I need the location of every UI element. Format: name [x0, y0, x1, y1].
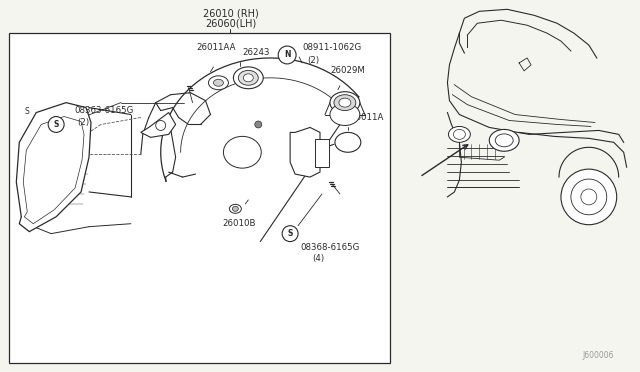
Text: 08363-6165G: 08363-6165G [74, 106, 134, 115]
Ellipse shape [229, 204, 241, 213]
Text: 08911-1062G: 08911-1062G [302, 42, 362, 52]
Text: 08368-6165G: 08368-6165G [300, 243, 360, 252]
Ellipse shape [232, 206, 238, 211]
Ellipse shape [209, 76, 228, 90]
Ellipse shape [449, 126, 470, 142]
Text: (4): (4) [312, 254, 324, 263]
Ellipse shape [223, 137, 261, 168]
Text: S: S [25, 107, 29, 116]
Ellipse shape [334, 95, 356, 110]
Ellipse shape [234, 67, 263, 89]
Ellipse shape [330, 92, 360, 113]
Text: 26010B: 26010B [223, 219, 256, 228]
Ellipse shape [214, 79, 223, 86]
Circle shape [581, 189, 596, 205]
Ellipse shape [238, 70, 259, 85]
Ellipse shape [339, 98, 351, 107]
Circle shape [156, 121, 166, 131]
Text: S: S [287, 229, 293, 238]
Circle shape [255, 121, 262, 128]
Text: S: S [54, 120, 59, 129]
Text: 26011A: 26011A [350, 113, 383, 122]
Circle shape [561, 169, 617, 225]
Polygon shape [17, 103, 91, 232]
Text: N: N [284, 51, 291, 60]
Text: (2): (2) [77, 118, 89, 127]
Bar [10, 33, 390, 363]
Polygon shape [290, 128, 320, 177]
Ellipse shape [453, 129, 465, 140]
Circle shape [278, 46, 296, 64]
Ellipse shape [489, 129, 519, 151]
Polygon shape [141, 113, 175, 137]
Text: 26011AA: 26011AA [196, 42, 236, 52]
Text: (2): (2) [307, 57, 319, 65]
Ellipse shape [495, 134, 513, 147]
Text: 26029M: 26029M [330, 66, 365, 76]
Text: 26060(LH): 26060(LH) [205, 18, 256, 28]
Bar [315, 140, 329, 167]
Text: 26010 (RH): 26010 (RH) [202, 8, 259, 18]
Ellipse shape [243, 74, 253, 82]
Text: J600006: J600006 [582, 351, 614, 360]
Circle shape [571, 179, 607, 215]
Ellipse shape [335, 132, 361, 152]
Text: 26243: 26243 [243, 48, 270, 57]
Circle shape [48, 116, 64, 132]
Circle shape [282, 226, 298, 241]
Ellipse shape [330, 104, 360, 125]
